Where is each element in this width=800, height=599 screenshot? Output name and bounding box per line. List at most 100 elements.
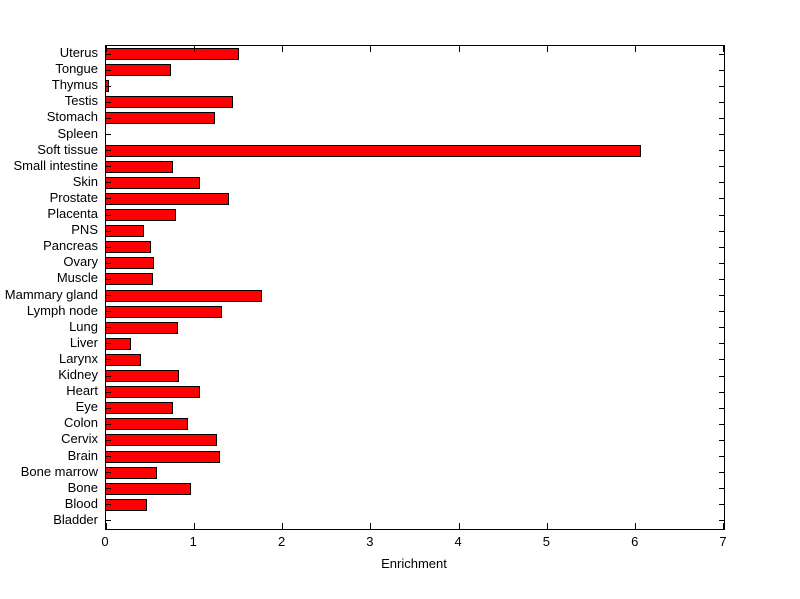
y-tick-left-bone [106, 488, 111, 490]
y-tick-left-larynx [106, 359, 111, 361]
y-tick-label-pns: PNS [71, 222, 98, 238]
bar-testis [106, 96, 234, 109]
y-tick-right-placenta [719, 214, 724, 216]
y-tick-right-small-intestine [719, 166, 724, 168]
y-tick-label-cervix: Cervix [61, 431, 98, 447]
y-tick-left-uterus [106, 53, 111, 55]
y-tick-right-uterus [719, 53, 724, 55]
y-tick-label-tongue: Tongue [55, 61, 98, 77]
y-tick-label-liver: Liver [69, 334, 98, 350]
y-tick-left-liver [106, 343, 111, 345]
bar-colon [106, 418, 189, 431]
y-tick-left-mammary-gland [106, 295, 111, 297]
y-tick-right-kidney [719, 375, 724, 377]
bar-cervix [106, 434, 218, 447]
y-tick-label-blood: Blood [64, 495, 98, 511]
y-tick-label-prostate: Prostate [49, 189, 98, 205]
x-tick-label-3: 3 [366, 534, 374, 549]
x-tick-top-5 [546, 46, 548, 52]
x-tick-top-6 [635, 46, 637, 52]
bar-liver [106, 337, 131, 350]
y-tick-right-tongue [719, 69, 724, 71]
y-tick-right-bone-marrow [719, 472, 724, 474]
x-tick-bottom-2 [282, 523, 284, 529]
y-tick-label-stomach: Stomach [46, 109, 98, 125]
y-tick-left-tongue [106, 69, 111, 71]
bar-bone-marrow [106, 466, 158, 479]
x-tick-top-7 [723, 46, 724, 52]
y-tick-label-spleen: Spleen [57, 125, 98, 141]
y-tick-label-lymph-node: Lymph node [26, 302, 98, 318]
x-tick-bottom-3 [370, 523, 372, 529]
y-tick-left-small-intestine [106, 166, 111, 168]
bar-small-intestine [106, 160, 174, 173]
y-tick-label-brain: Brain [67, 447, 98, 463]
y-tick-right-heart [719, 391, 724, 393]
x-tick-top-4 [458, 46, 460, 52]
bar-bone [106, 482, 191, 495]
y-tick-right-eye [719, 407, 724, 409]
x-tick-label-4: 4 [454, 534, 462, 549]
y-tick-left-colon [106, 423, 111, 425]
y-tick-label-pancreas: Pancreas [43, 238, 98, 254]
y-tick-right-bone [719, 488, 724, 490]
x-tick-label-1: 1 [189, 534, 197, 549]
y-tick-right-prostate [719, 198, 724, 200]
x-tick-label-0: 0 [101, 534, 109, 549]
y-tick-right-skin [719, 182, 724, 184]
y-tick-left-spleen [106, 134, 111, 136]
y-tick-left-bladder [106, 520, 111, 522]
y-tick-label-testis: Testis [64, 93, 98, 109]
y-tick-right-stomach [719, 117, 724, 119]
x-tick-label-2: 2 [277, 534, 286, 549]
x-tick-top-3 [370, 46, 372, 52]
y-tick-right-mammary-gland [719, 295, 724, 297]
bar-pns [106, 225, 145, 238]
y-tick-left-eye [106, 407, 111, 409]
bar-eye [106, 402, 174, 415]
bar-uterus [106, 48, 240, 61]
y-tick-right-thymus [719, 85, 724, 87]
y-tick-left-lymph-node [106, 311, 111, 313]
x-tick-label-7: 7 [719, 534, 727, 549]
y-tick-left-testis [106, 101, 111, 103]
y-tick-right-colon [719, 423, 724, 425]
bar-prostate [106, 192, 229, 205]
x-tick-label-5: 5 [542, 534, 551, 549]
y-tick-left-kidney [106, 375, 111, 377]
y-tick-left-pns [106, 230, 111, 232]
y-tick-label-placenta: Placenta [47, 206, 98, 222]
y-tick-right-spleen [719, 134, 724, 136]
y-tick-left-stomach [106, 117, 111, 119]
y-tick-left-muscle [106, 278, 111, 280]
y-tick-left-pancreas [106, 246, 111, 248]
x-axis-label: Enrichment [381, 556, 447, 571]
y-tick-label-bone-marrow: Bone marrow [20, 463, 98, 479]
y-tick-left-heart [106, 391, 111, 393]
bar-lymph-node [106, 305, 222, 318]
y-tick-right-blood [719, 504, 724, 506]
bar-stomach [106, 112, 215, 125]
y-tick-right-pns [719, 230, 724, 232]
bar-tongue [106, 64, 171, 77]
y-tick-left-prostate [106, 198, 111, 200]
y-tick-label-heart: Heart [66, 383, 98, 399]
bar-heart [106, 386, 200, 399]
x-tick-top-1 [193, 46, 195, 52]
bar-brain [106, 450, 220, 463]
y-tick-label-bone: Bone [67, 479, 98, 495]
x-tick-top-2 [282, 46, 284, 52]
x-tick-bottom-0 [106, 523, 107, 529]
y-tick-label-muscle: Muscle [56, 270, 98, 286]
bar-soft-tissue [106, 144, 642, 157]
bar-mammary-gland [106, 289, 262, 302]
x-tick-bottom-5 [546, 523, 548, 529]
y-tick-left-soft-tissue [106, 150, 111, 152]
y-tick-right-brain [719, 456, 724, 458]
x-tick-top-0 [106, 46, 107, 52]
bar-blood [106, 498, 147, 511]
y-tick-label-uterus: Uterus [59, 45, 98, 61]
y-tick-left-lung [106, 327, 111, 329]
y-tick-left-bone-marrow [106, 472, 111, 474]
